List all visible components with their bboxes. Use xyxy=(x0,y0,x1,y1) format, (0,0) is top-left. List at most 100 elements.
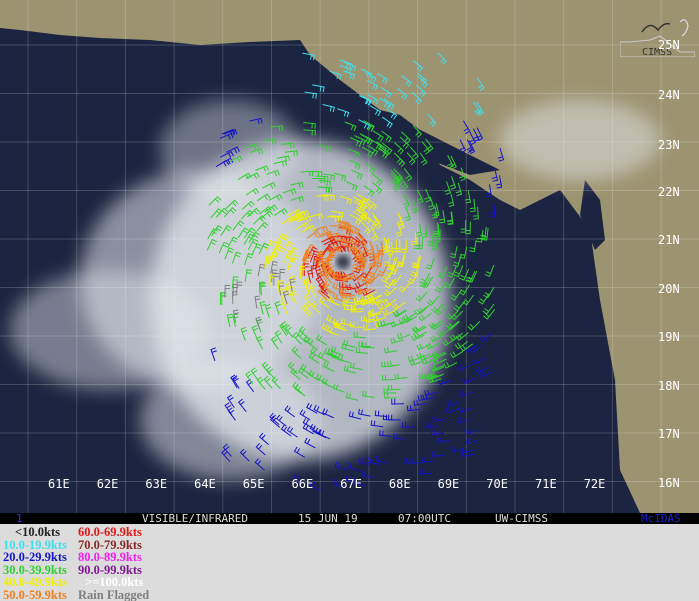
wind-barb xyxy=(418,312,432,322)
wind-barb xyxy=(391,239,398,253)
wind-barb xyxy=(255,442,266,456)
wind-barb xyxy=(361,470,374,479)
wind-barb xyxy=(399,136,410,150)
wind-barb xyxy=(390,337,404,344)
wind-barb xyxy=(460,220,467,233)
wind-barb xyxy=(249,147,264,155)
wind-barb xyxy=(427,113,437,127)
wind-barb xyxy=(430,364,445,371)
date-label: 15 JUN 19 xyxy=(298,512,358,525)
wind-barb xyxy=(274,208,288,216)
wind-barb xyxy=(368,294,383,302)
wind-barb xyxy=(415,84,426,98)
wind-barb xyxy=(413,331,427,339)
wind-barb xyxy=(372,182,383,195)
wind-barb xyxy=(350,306,364,313)
wind-barb xyxy=(289,278,296,292)
source-label: UW-CIMSS xyxy=(495,512,548,525)
legend-item: 60.0-69.9kts xyxy=(78,525,142,539)
wind-barb xyxy=(418,372,432,380)
wind-barb xyxy=(323,238,338,246)
wind-barb xyxy=(431,205,438,219)
wind-barb xyxy=(467,321,481,331)
latitude-label: 24N xyxy=(658,88,680,102)
wind-barb xyxy=(414,236,420,249)
wind-barb xyxy=(352,210,365,223)
wind-barb xyxy=(308,352,320,365)
wind-barb xyxy=(384,347,398,354)
wind-barb xyxy=(229,155,243,163)
wind-barb xyxy=(264,304,272,318)
wind-barb xyxy=(259,301,266,315)
wind-barb xyxy=(401,131,411,144)
wind-barb xyxy=(404,207,412,222)
longitude-label: 72E xyxy=(583,477,606,491)
wind-barb xyxy=(363,120,375,131)
wind-barb xyxy=(379,430,392,437)
wind-barb xyxy=(397,88,408,100)
wind-barb xyxy=(271,245,283,258)
wind-barb xyxy=(314,427,327,439)
wind-barb xyxy=(430,429,444,436)
wind-barb xyxy=(346,284,360,291)
wind-barb xyxy=(303,122,316,129)
wind-barb xyxy=(491,168,499,182)
wind-barb xyxy=(332,383,345,393)
wind-barb xyxy=(321,236,335,243)
wind-barb xyxy=(218,241,229,254)
wind-barb xyxy=(219,157,234,165)
wind-barb xyxy=(336,270,350,277)
wind-barb xyxy=(249,117,263,125)
wind-barb xyxy=(328,296,341,307)
wind-barb xyxy=(251,243,262,255)
wind-barb xyxy=(315,276,324,290)
wind-barb xyxy=(231,251,242,264)
wind-barb xyxy=(227,236,238,249)
wind-barb xyxy=(271,376,281,390)
wind-barb xyxy=(415,223,422,237)
wind-barb xyxy=(423,373,438,380)
wind-barb xyxy=(211,224,223,237)
wind-barb xyxy=(341,225,354,236)
wind-barb xyxy=(303,263,310,276)
wind-barb xyxy=(483,309,496,320)
wind-barb xyxy=(468,140,476,155)
wind-barb xyxy=(465,270,476,283)
wind-barb xyxy=(454,341,469,350)
wind-barb xyxy=(434,281,447,293)
wind-barb xyxy=(421,141,431,155)
wind-barb xyxy=(363,185,375,197)
wind-barb xyxy=(386,107,398,120)
wind-barb xyxy=(416,343,431,351)
wind-barb xyxy=(383,98,395,110)
wind-barb xyxy=(284,282,292,297)
wind-barb xyxy=(261,361,271,375)
frame-index: 1 xyxy=(16,512,23,525)
wind-barb xyxy=(370,420,384,428)
wind-barb xyxy=(293,473,305,485)
wind-barb xyxy=(415,291,428,302)
wind-barb xyxy=(290,254,299,267)
wind-barb xyxy=(496,175,503,189)
wind-barb xyxy=(445,406,459,414)
wind-barb xyxy=(427,376,442,384)
wind-barb xyxy=(376,73,389,85)
wind-barb xyxy=(210,347,217,362)
wind-barb xyxy=(459,268,470,281)
latitude-label: 19N xyxy=(658,330,680,344)
wind-barb xyxy=(344,121,357,132)
wind-barb xyxy=(302,418,314,430)
wind-barb xyxy=(269,412,280,426)
wind-barb xyxy=(357,287,372,295)
wind-barb xyxy=(226,146,240,154)
wind-barb xyxy=(302,52,315,61)
wind-barb xyxy=(206,238,218,251)
gulf-kutch xyxy=(385,112,500,175)
latitude-label: 17N xyxy=(658,427,680,441)
wind-barb xyxy=(390,169,400,183)
wind-barb xyxy=(403,168,413,182)
wind-barb xyxy=(409,146,419,160)
wind-barb xyxy=(268,193,283,201)
wind-barb xyxy=(350,321,363,329)
